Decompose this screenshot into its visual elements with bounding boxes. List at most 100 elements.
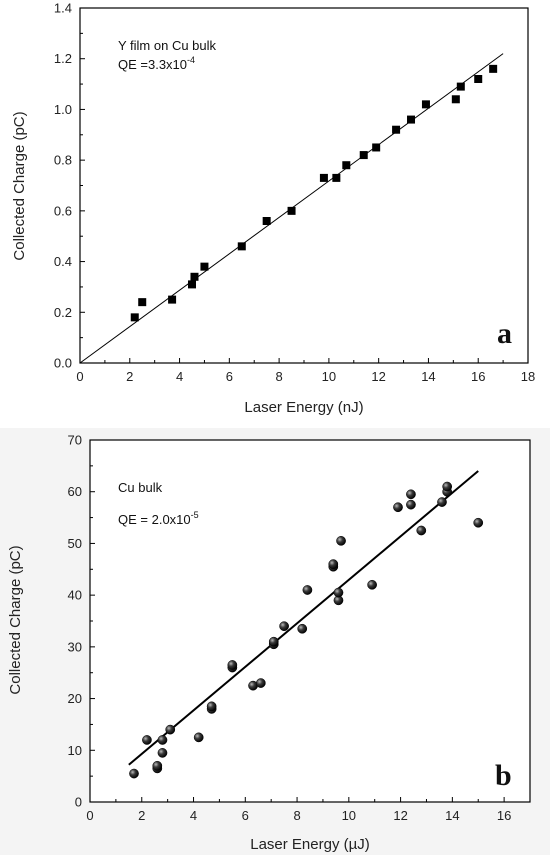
chart-b-data-point (442, 481, 453, 492)
chart-a-y-tick-label: 1.0 (54, 102, 72, 117)
chart-a-data-point (138, 298, 147, 307)
chart-b-data-point (297, 623, 308, 634)
chart-b-x-tick-label: 16 (497, 808, 511, 823)
chart-b-y-axis-title: Collected Charge (pC) (7, 545, 24, 694)
chart-b-data-point (333, 587, 344, 598)
chart-panel-a: 0 2 4 6 8 10 12 14 16 18 0.0 0.2 0.4 0.6 0.8 1.0 1.2 1.4 … (0, 0, 550, 428)
chart-a-data-point (319, 173, 328, 182)
chart-a-qe-prefix: QE =3.3x10 (118, 57, 187, 72)
chart-b-data-point (129, 768, 139, 779)
chart-b-x-tick-label: 0 (86, 808, 93, 823)
chart-panel-b: 0 2 4 6 8 10 12 14 16 0 10 20 30 40 50 60 70 Cu bulk QE … (0, 428, 550, 855)
chart-b-y-tick-label: 10 (68, 743, 82, 758)
chart-a-data-point (359, 151, 368, 160)
chart-b-y-tick-label: 70 (68, 433, 82, 448)
chart-a-x-tick-label: 18 (521, 369, 535, 384)
chart-b-data-point (406, 499, 416, 510)
chart-a-data-point (421, 100, 430, 109)
chart-b-data-point (406, 489, 416, 500)
chart-b-data-point (279, 621, 289, 632)
chart-a-data-point (332, 173, 341, 182)
chart-b-data-point (268, 636, 279, 647)
chart-a-x-tick-label: 10 (322, 369, 336, 384)
chart-b-y-tick-label: 0 (75, 795, 82, 810)
chart-a-data-point (407, 115, 416, 124)
chart-a-x-axis-title: Laser Energy (nJ) (244, 399, 363, 416)
chart-a-x-tick-label: 16 (471, 369, 485, 384)
chart-b-x-axis-title: Laser Energy (µJ) (250, 836, 370, 853)
chart-a-y-tick-label: 1.2 (54, 51, 72, 66)
chart-b-x-tick-label: 8 (293, 808, 300, 823)
chart-a-x-tick-label: 8 (275, 369, 282, 384)
chart-b-data-point (165, 724, 176, 735)
chart-b-annotation-qe: QE = 2.0x10-5 (118, 510, 199, 527)
chart-a-data-point (200, 262, 209, 271)
chart-a-data-point (237, 242, 246, 251)
chart-b-x-tick-label: 6 (242, 808, 249, 823)
chart-a-y-tick-label: 0.2 (54, 305, 72, 320)
chart-a-y-tick-label: 0.0 (54, 356, 72, 371)
chart-a-panel-letter: a (497, 317, 512, 350)
chart-a-svg: 0 2 4 6 8 10 12 14 16 180.00.20.40.60.81.01.21.4 … (11, 1, 535, 417)
chart-b-data-point (157, 748, 168, 758)
chart-a-annotation-qe: QE =3.3x10-4 (118, 55, 195, 72)
chart-b-data-point (437, 497, 447, 507)
chart-a-data-point (451, 95, 460, 104)
chart-b-data-point (367, 579, 377, 590)
chart-b-data-point (473, 517, 484, 528)
chart-a-x-tick-label: 12 (371, 369, 385, 384)
chart-a-data-point (262, 217, 271, 225)
chart-a-data-point (188, 280, 196, 289)
chart-b-data-point (193, 732, 204, 743)
chart-b-data-point (393, 502, 403, 513)
chart-b-x-tick-label: 10 (342, 808, 356, 823)
chart-a-data-point (130, 313, 139, 322)
chart-b-svg: 0 2 4 6 8 10 12 14 16 0 10 20 30 40 50 60 70 Cu bulk QE … (7, 433, 531, 853)
chart-a-data-point (287, 206, 296, 215)
chart-b-fit-line (128, 470, 479, 766)
chart-a-data-point (474, 75, 483, 83)
chart-a-data-point (456, 82, 465, 91)
chart-a-data-point (342, 161, 351, 170)
chart-a-data-point (372, 143, 381, 152)
chart-a-x-tick-label: 4 (176, 369, 183, 384)
chart-b-y-tick-label: 20 (68, 691, 82, 706)
chart-b-x-tick-label: 14 (445, 808, 459, 823)
chart-a-data-point (392, 125, 401, 134)
chart-a-qe-exponent: -4 (187, 55, 195, 65)
chart-b-data-point (302, 585, 313, 595)
chart-a-y-axis-title: Collected Charge (pC) (11, 111, 28, 260)
chart-b-y-tick-label: 40 (68, 588, 82, 603)
chart-a-plot-area (79, 7, 529, 364)
chart-b-x-tick-label: 2 (138, 808, 145, 823)
chart-a-x-tick-label: 14 (421, 369, 435, 384)
chart-b-y-tick-label: 60 (68, 484, 82, 499)
chart-b-data-point (328, 559, 339, 569)
chart-b-qe-prefix: QE = 2.0x10 (118, 512, 191, 527)
chart-b-annotation-line1: Cu bulk (118, 480, 163, 495)
chart-a-y-tick-label: 0.4 (54, 254, 72, 269)
chart-b-x-tick-label: 4 (190, 808, 197, 823)
chart-b-data-point (255, 678, 266, 688)
chart-b-data-point (416, 525, 427, 536)
chart-b-data-point (227, 660, 238, 670)
chart-b-qe-exponent: -5 (191, 510, 199, 520)
chart-a-y-tick-label: 1.4 (54, 1, 72, 16)
chart-a-data-point (489, 64, 498, 73)
chart-b-data-point (142, 735, 152, 745)
chart-a-data-point (190, 272, 199, 281)
chart-a-x-tick-label: 2 (126, 369, 133, 384)
chart-b-data-point (152, 760, 163, 771)
chart-b-data-point (157, 735, 168, 745)
chart-a-y-tick-label: 0.8 (54, 153, 72, 168)
chart-a-x-tick-label: 6 (226, 369, 233, 384)
chart-a-x-tick-label: 0 (76, 369, 83, 384)
chart-a-y-tick-label: 0.6 (54, 203, 72, 218)
chart-a-data-point (168, 295, 177, 304)
chart-b-data-point (336, 535, 346, 546)
chart-b-x-tick-label: 12 (393, 808, 407, 823)
chart-b-data-point (206, 701, 217, 712)
chart-b-y-tick-label: 50 (68, 536, 82, 551)
chart-b-y-tick-label: 30 (68, 639, 82, 654)
chart-a-annotation-line1: Y film on Cu bulk (118, 38, 217, 53)
